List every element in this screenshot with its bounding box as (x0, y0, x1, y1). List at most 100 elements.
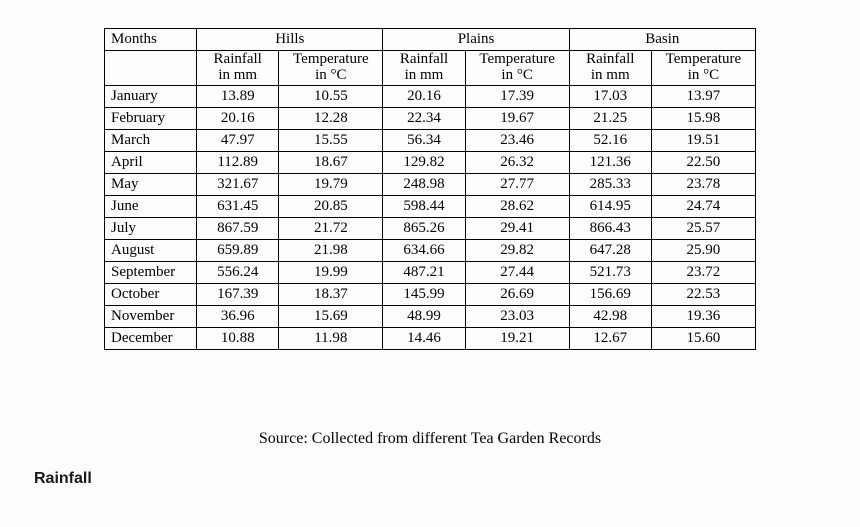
cell-plains_temp: 23.46 (465, 129, 569, 151)
header-hills-rain: Rainfallin mm (197, 51, 279, 86)
cell-month: November (105, 305, 197, 327)
cell-hills_rain: 631.45 (197, 195, 279, 217)
cell-month: February (105, 107, 197, 129)
cell-month: April (105, 151, 197, 173)
header-plains-temp: Temperaturein °C (465, 51, 569, 86)
cell-hills_temp: 18.37 (279, 283, 383, 305)
cell-month: January (105, 85, 197, 107)
cell-plains_temp: 27.77 (465, 173, 569, 195)
cell-basin_temp: 24.74 (651, 195, 755, 217)
table-row: September556.2419.99487.2127.44521.7323.… (105, 261, 756, 283)
cell-basin_rain: 12.67 (569, 327, 651, 349)
table-body: January13.8910.5520.1617.3917.0313.97Feb… (105, 85, 756, 349)
cell-plains_temp: 19.21 (465, 327, 569, 349)
cell-basin_temp: 15.60 (651, 327, 755, 349)
cell-basin_temp: 25.90 (651, 239, 755, 261)
cell-plains_temp: 26.32 (465, 151, 569, 173)
cell-basin_rain: 17.03 (569, 85, 651, 107)
cell-hills_temp: 15.55 (279, 129, 383, 151)
cell-month: March (105, 129, 197, 151)
cell-basin_rain: 866.43 (569, 217, 651, 239)
cell-plains_rain: 14.46 (383, 327, 465, 349)
cell-month: June (105, 195, 197, 217)
cell-hills_rain: 10.88 (197, 327, 279, 349)
cell-month: August (105, 239, 197, 261)
table-row: October167.3918.37145.9926.69156.6922.53 (105, 283, 756, 305)
cell-basin_temp: 25.57 (651, 217, 755, 239)
table-row: March47.9715.5556.3423.4652.1619.51 (105, 129, 756, 151)
cell-hills_temp: 19.99 (279, 261, 383, 283)
cell-plains_temp: 29.82 (465, 239, 569, 261)
cell-month: December (105, 327, 197, 349)
cell-plains_rain: 634.66 (383, 239, 465, 261)
header-months: Months (105, 29, 197, 51)
cell-hills_temp: 12.28 (279, 107, 383, 129)
cell-hills_temp: 11.98 (279, 327, 383, 349)
cell-plains_rain: 56.34 (383, 129, 465, 151)
cell-basin_rain: 42.98 (569, 305, 651, 327)
table-row: June631.4520.85598.4428.62614.9524.74 (105, 195, 756, 217)
cell-hills_rain: 167.39 (197, 283, 279, 305)
cell-hills_temp: 20.85 (279, 195, 383, 217)
cell-basin_rain: 521.73 (569, 261, 651, 283)
cell-hills_rain: 13.89 (197, 85, 279, 107)
cell-basin_rain: 52.16 (569, 129, 651, 151)
cell-hills_temp: 19.79 (279, 173, 383, 195)
table-row: December10.8811.9814.4619.2112.6715.60 (105, 327, 756, 349)
cell-basin_rain: 156.69 (569, 283, 651, 305)
cell-plains_rain: 248.98 (383, 173, 465, 195)
cell-month: October (105, 283, 197, 305)
cell-basin_rain: 285.33 (569, 173, 651, 195)
table-row: April112.8918.67129.8226.32121.3622.50 (105, 151, 756, 173)
cell-plains_rain: 129.82 (383, 151, 465, 173)
page: Months Hills Plains Basin Rainfallin mm … (0, 0, 860, 527)
cell-basin_temp: 19.36 (651, 305, 755, 327)
cell-month: July (105, 217, 197, 239)
footer-rainfall-label: Rainfall (34, 470, 92, 488)
source-text: Source: Collected from different Tea Gar… (0, 430, 860, 448)
cell-plains_rain: 22.34 (383, 107, 465, 129)
cell-basin_rain: 614.95 (569, 195, 651, 217)
cell-plains_temp: 23.03 (465, 305, 569, 327)
header-plains-rain: Rainfallin mm (383, 51, 465, 86)
cell-plains_rain: 48.99 (383, 305, 465, 327)
header-region-hills: Hills (197, 29, 383, 51)
header-months-blank (105, 51, 197, 86)
cell-hills_temp: 21.72 (279, 217, 383, 239)
cell-hills_rain: 321.67 (197, 173, 279, 195)
cell-plains_rain: 145.99 (383, 283, 465, 305)
cell-basin_temp: 22.50 (651, 151, 755, 173)
cell-hills_rain: 112.89 (197, 151, 279, 173)
cell-hills_rain: 36.96 (197, 305, 279, 327)
cell-plains_temp: 19.67 (465, 107, 569, 129)
cell-plains_temp: 28.62 (465, 195, 569, 217)
header-region-basin: Basin (569, 29, 755, 51)
climate-table: Months Hills Plains Basin Rainfallin mm … (104, 28, 756, 350)
cell-plains_temp: 27.44 (465, 261, 569, 283)
cell-basin_temp: 15.98 (651, 107, 755, 129)
table-row: January13.8910.5520.1617.3917.0313.97 (105, 85, 756, 107)
header-region-plains: Plains (383, 29, 569, 51)
table-header-row-2: Rainfallin mm Temperaturein °C Rainfalli… (105, 51, 756, 86)
cell-basin_temp: 22.53 (651, 283, 755, 305)
cell-hills_temp: 15.69 (279, 305, 383, 327)
cell-plains_rain: 487.21 (383, 261, 465, 283)
cell-basin_temp: 19.51 (651, 129, 755, 151)
table-row: July867.5921.72865.2629.41866.4325.57 (105, 217, 756, 239)
cell-month: September (105, 261, 197, 283)
cell-plains_rain: 865.26 (383, 217, 465, 239)
cell-hills_rain: 47.97 (197, 129, 279, 151)
cell-hills_temp: 18.67 (279, 151, 383, 173)
climate-table-wrap: Months Hills Plains Basin Rainfallin mm … (104, 28, 756, 350)
table-row: February20.1612.2822.3419.6721.2515.98 (105, 107, 756, 129)
cell-hills_rain: 20.16 (197, 107, 279, 129)
cell-basin_rain: 647.28 (569, 239, 651, 261)
cell-hills_rain: 659.89 (197, 239, 279, 261)
cell-hills_temp: 10.55 (279, 85, 383, 107)
table-header-row-1: Months Hills Plains Basin (105, 29, 756, 51)
header-hills-temp: Temperaturein °C (279, 51, 383, 86)
table-row: November36.9615.6948.9923.0342.9819.36 (105, 305, 756, 327)
cell-plains_rain: 20.16 (383, 85, 465, 107)
header-basin-temp: Temperaturein °C (651, 51, 755, 86)
table-row: August659.8921.98634.6629.82647.2825.90 (105, 239, 756, 261)
